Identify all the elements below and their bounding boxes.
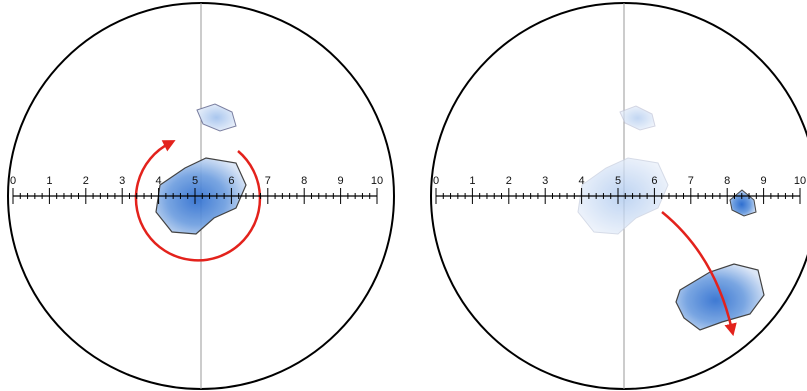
scale-label: 4 <box>579 175 585 187</box>
left-view: 0 1 2 3 4 5 6 7 8 9 10 <box>8 3 394 389</box>
scale-label: 1 <box>469 175 475 187</box>
scale-label: 5 <box>615 175 621 187</box>
scale-label: 3 <box>542 175 548 187</box>
scale-label: 10 <box>371 175 383 187</box>
scale-label: 9 <box>761 175 767 187</box>
scale-label: 7 <box>265 175 271 187</box>
scale-label: 6 <box>651 175 657 187</box>
right-view: 0 1 2 3 4 5 6 7 8 9 10 <box>431 3 807 389</box>
scale-label: 0 <box>433 175 439 187</box>
scale-label: 2 <box>506 175 512 187</box>
scale-label: 0 <box>10 175 16 187</box>
scale-label: 6 <box>228 175 234 187</box>
scale-label: 4 <box>156 175 162 187</box>
scale-label: 5 <box>192 175 198 187</box>
scale-label: 8 <box>301 175 307 187</box>
microscope-views: 0 1 2 3 4 5 6 7 8 9 10 0 1 2 3 4 5 6 7 8 9 10 <box>0 0 807 391</box>
scale-label: 3 <box>119 175 125 187</box>
scale-label: 7 <box>688 175 694 187</box>
scale-label: 9 <box>338 175 344 187</box>
scale-label: 8 <box>724 175 730 187</box>
scale-label: 1 <box>46 175 52 187</box>
scale-label: 2 <box>83 175 89 187</box>
scale-label: 10 <box>794 175 806 187</box>
